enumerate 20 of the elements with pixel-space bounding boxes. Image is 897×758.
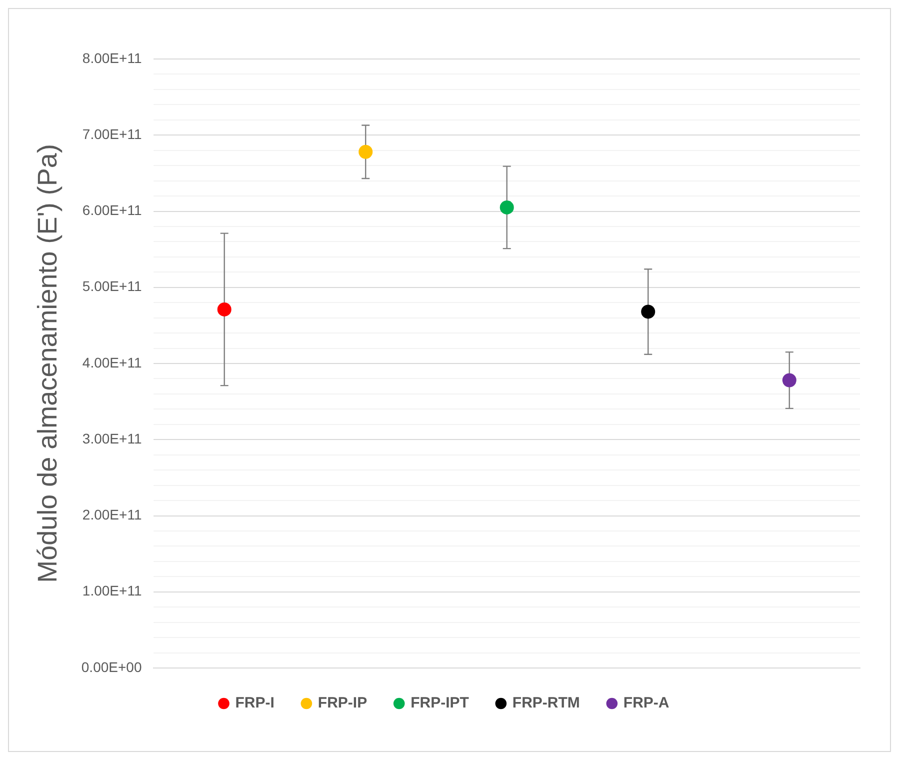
y-tick-label: 0.00E+00 (81, 658, 142, 675)
y-tick-label: 3.00E+11 (82, 430, 142, 446)
point (500, 200, 514, 214)
y-tick-label: 1.00E+11 (82, 582, 142, 599)
y-tick-label: 2.00E+11 (82, 506, 142, 523)
point (217, 302, 232, 316)
y-tick-label: 4.00E+11 (82, 354, 142, 370)
legend-label: FRP-A (623, 694, 670, 712)
y-tick-label: 7.00E+11 (82, 126, 142, 142)
y-tick-label: 8.00E+11 (82, 50, 142, 66)
legend-label: FRP-I (235, 694, 274, 712)
point (358, 144, 373, 159)
y-tick-label: 6.00E+11 (82, 202, 142, 218)
legend-label: FRP-IPT (410, 694, 469, 712)
point (641, 304, 656, 319)
legend-label: FRP-RTM (512, 694, 580, 712)
point (782, 373, 796, 388)
y-tick-label: 5.00E+11 (82, 278, 142, 294)
y-axis-title: Módulo de almacenamiento (E') (Pa) (32, 144, 63, 583)
legend-label: FRP-IP (318, 694, 368, 712)
